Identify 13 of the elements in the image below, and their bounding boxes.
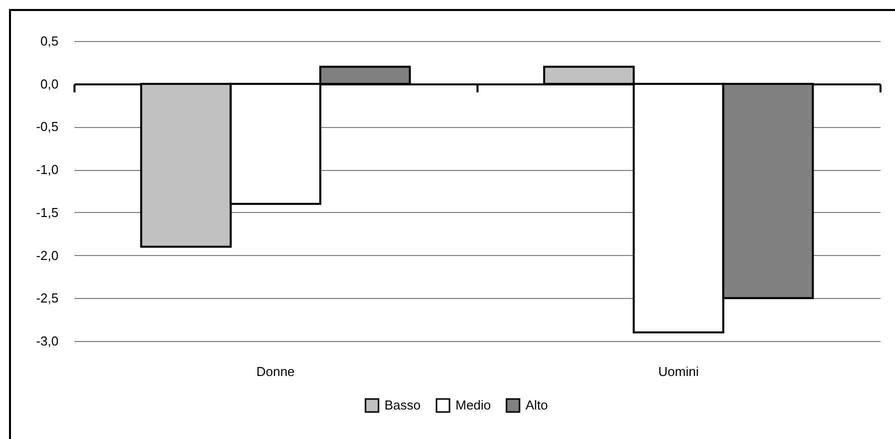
y-tick-label: -2,5	[36, 290, 58, 306]
y-tick-label: 0,5	[40, 34, 58, 48]
legend-label: Medio	[456, 398, 491, 412]
y-tick-label: -3,0	[36, 334, 58, 348]
y-tick-label: -1,5	[36, 204, 58, 220]
x-tick-label: Uomini	[658, 364, 699, 379]
y-tick-label: 0,0	[40, 76, 58, 92]
x-tick-label: Donne	[256, 364, 295, 379]
legend-label: Basso	[384, 398, 421, 412]
legend-label: Alto	[526, 398, 548, 412]
y-tick-label: -0,5	[36, 119, 58, 134]
y-tick-label: -1,0	[36, 162, 58, 178]
y-tick-label: -2,0	[36, 248, 58, 263]
